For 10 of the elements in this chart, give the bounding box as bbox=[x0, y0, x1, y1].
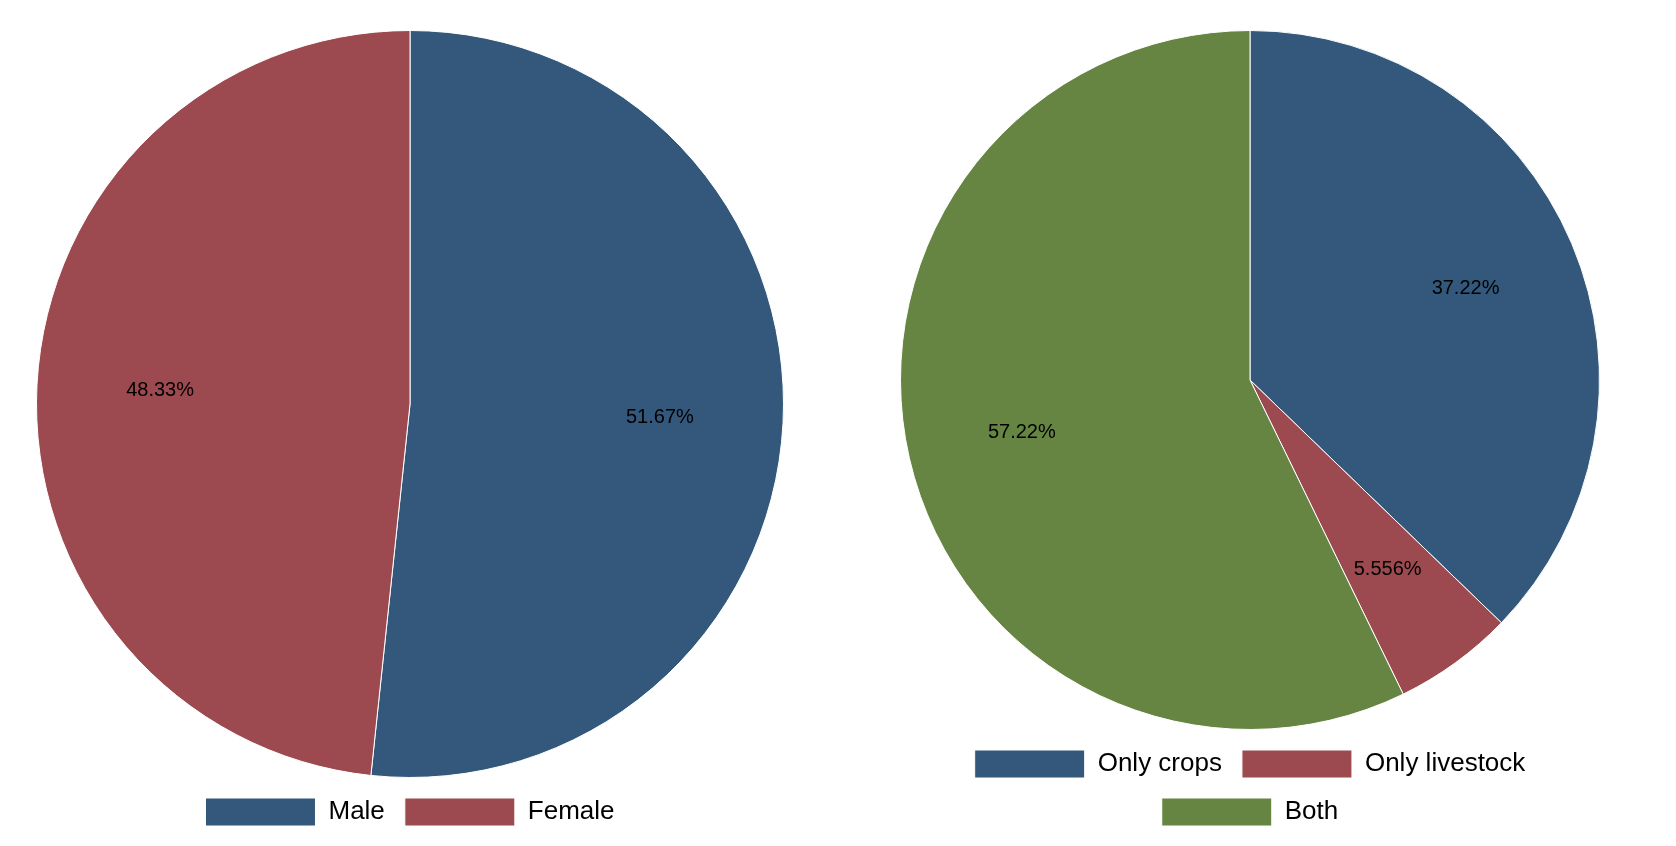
data-label: 37.22% bbox=[1431, 276, 1500, 299]
legend-label: Female bbox=[527, 795, 615, 826]
legend-label: Only crops bbox=[1097, 747, 1222, 778]
legend-label: Only livestock bbox=[1364, 747, 1527, 778]
legend-label: Both bbox=[1284, 795, 1339, 826]
legend-label: Male bbox=[328, 795, 385, 826]
data-label: 57.22% bbox=[987, 420, 1056, 443]
data-label: 5.556% bbox=[1353, 556, 1422, 579]
data-label: 48.33% bbox=[126, 378, 195, 401]
data-label: 51.67% bbox=[625, 404, 695, 427]
